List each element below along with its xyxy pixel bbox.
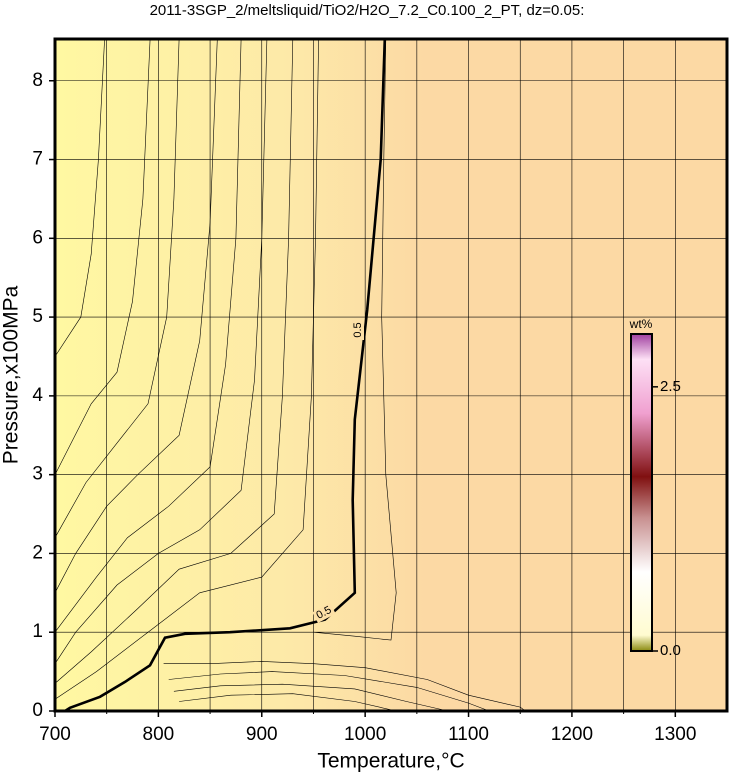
contour-line [54, 38, 151, 475]
y-tick-label: 2 [32, 542, 43, 563]
y-tick-label: 1 [32, 621, 43, 642]
contour-label: 0.5 [352, 322, 364, 337]
contour-label-bg [352, 320, 364, 340]
contour-line [313, 38, 397, 641]
colorbar [630, 333, 653, 652]
x-tick-label: 1100 [448, 724, 489, 745]
y-tick-label: 7 [32, 149, 43, 170]
contour-line [54, 38, 319, 700]
x-tick-label: 1000 [344, 724, 386, 745]
x-tick-label: 1300 [654, 724, 696, 745]
colorbar-tick-label: 0.0 [660, 642, 681, 659]
contour-line [54, 38, 268, 664]
y-tick-label: 8 [32, 70, 43, 91]
colorbar-tick-label: 2.5 [660, 378, 681, 395]
contour-bold [64, 38, 387, 713]
y-tick-label: 0 [32, 700, 43, 721]
y-tick-label: 6 [32, 227, 43, 248]
plot-frame [53, 37, 729, 713]
y-tick-label: 3 [32, 464, 43, 485]
contour-line [54, 38, 218, 593]
contour-line [54, 38, 294, 684]
x-tick-label: 800 [143, 724, 175, 745]
x-axis-label: Temperature,°C [317, 750, 464, 773]
x-tick-label: 1200 [551, 724, 593, 745]
contour-line [168, 671, 490, 712]
contour-line [54, 38, 105, 357]
chart-title: 2011-3SGP_2/meltsliquid/TiO2/H2O_7.2_C0.… [150, 2, 585, 19]
plot-background [55, 39, 727, 711]
y-tick-label: 4 [32, 385, 43, 406]
contour-line [163, 661, 526, 712]
x-tick-label: 700 [39, 724, 71, 745]
contour-line [54, 38, 180, 538]
y-tick-label: 5 [32, 306, 43, 327]
contour-line [179, 693, 397, 712]
y-axis-label: Pressure,x100MPa [0, 285, 23, 464]
x-tick-label: 900 [246, 724, 278, 745]
contour-line [173, 683, 448, 712]
colorbar-label: wt% [629, 317, 653, 331]
contour-label-bg [312, 603, 336, 623]
contour-line [54, 38, 242, 633]
